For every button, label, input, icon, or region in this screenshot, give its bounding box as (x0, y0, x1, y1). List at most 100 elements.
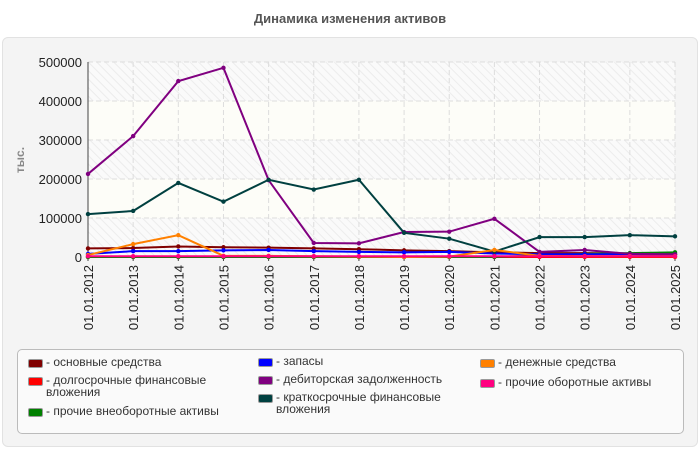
x-tick-label: 01.01.2016 (262, 265, 277, 330)
data-point (447, 254, 452, 259)
y-tick-label: 0 (75, 250, 82, 265)
data-point (85, 211, 91, 217)
legend-item: - краткосрочные финансовые вложения (258, 391, 471, 415)
data-point (221, 248, 226, 253)
data-point (447, 229, 452, 234)
x-tick-label: 01.01.2024 (623, 265, 638, 330)
data-point (176, 244, 181, 249)
legend-item: - основные средства (28, 356, 161, 368)
legend-swatch (480, 359, 495, 368)
legend-label: - долгосрочные финансовые вложения (46, 373, 207, 399)
series-line (87, 66, 676, 256)
data-point (221, 245, 226, 250)
data-point (85, 254, 91, 259)
legend-swatch (258, 394, 273, 403)
x-tick-label: 01.01.2014 (171, 265, 186, 330)
x-tick-label: 01.01.2025 (668, 265, 683, 330)
plot-band (88, 101, 675, 140)
data-point (356, 241, 362, 246)
data-point (672, 254, 678, 259)
data-point (266, 177, 271, 182)
data-point (627, 232, 633, 238)
data-point (176, 254, 181, 259)
data-point (356, 249, 362, 255)
x-tick-label: 01.01.2022 (533, 265, 548, 330)
data-point (492, 247, 497, 253)
data-point (176, 78, 181, 84)
legend-item: - прочие внеоборотные активы (28, 405, 219, 417)
plot-band (88, 62, 675, 101)
data-point (221, 65, 226, 71)
data-point (130, 133, 136, 139)
legend-item: - прочие оборотные активы (480, 376, 651, 388)
data-point (447, 249, 452, 255)
data-point (492, 254, 497, 259)
legend-swatch (480, 379, 495, 388)
data-point (401, 230, 407, 236)
data-point (311, 187, 316, 192)
plot-band (88, 140, 675, 179)
legend-swatch (258, 376, 273, 385)
y-axis-label: тыс. (13, 147, 27, 173)
data-point (537, 234, 542, 240)
data-point (627, 254, 633, 259)
legend-item: - денежные средства (480, 356, 616, 368)
data-point (130, 248, 136, 254)
legend-swatch (28, 359, 43, 368)
data-point (582, 234, 587, 240)
data-point (311, 254, 316, 259)
data-point (447, 236, 452, 241)
series-line (87, 178, 676, 253)
x-tick-label: 01.01.2023 (578, 265, 593, 330)
legend-label: - основные средства (46, 355, 162, 369)
series-line (87, 248, 676, 256)
chart-title: Динамика изменения активов (253, 11, 447, 26)
data-point (176, 248, 181, 254)
x-tick-label: 01.01.2020 (442, 265, 457, 330)
x-tick-label: 01.01.2015 (216, 265, 231, 330)
data-point (401, 250, 407, 255)
data-point (266, 247, 271, 253)
data-point (537, 254, 542, 259)
legend-label: - дебиторская задолженность (276, 372, 443, 386)
data-point (85, 171, 91, 177)
legend-swatch (28, 408, 43, 417)
data-point (221, 254, 226, 259)
data-point (582, 254, 587, 259)
data-point (176, 180, 181, 186)
legend-label: - краткосрочные финансовые вложения (276, 390, 441, 416)
legend-swatch (28, 377, 43, 386)
data-point (356, 254, 362, 259)
legend-item: - долгосрочные финансовые вложения (28, 374, 241, 398)
legend-label: - денежные средства (498, 355, 616, 369)
data-point (85, 246, 91, 251)
data-point (356, 177, 362, 182)
y-tick-label: 400000 (39, 94, 82, 109)
x-tick-label: 01.01.2019 (397, 265, 412, 330)
data-point (582, 247, 587, 253)
series-line (87, 245, 676, 255)
x-tick-label: 01.01.2012 (81, 265, 96, 330)
data-point (130, 241, 136, 247)
data-point (492, 216, 497, 221)
data-point (537, 249, 542, 255)
legend-swatch (258, 358, 273, 367)
legend-label: - прочие оборотные активы (498, 375, 652, 389)
y-tick-label: 300000 (39, 133, 82, 148)
data-point (221, 199, 226, 204)
legend-item: - запасы (258, 355, 323, 367)
y-tick-label: 500000 (39, 55, 82, 70)
data-point (311, 240, 316, 246)
x-tick-label: 01.01.2021 (487, 265, 502, 330)
data-point (311, 248, 316, 254)
x-tick-label: 01.01.2018 (352, 265, 367, 330)
data-point (401, 254, 407, 259)
data-point (130, 245, 136, 251)
legend-label: - прочие внеоборотные активы (46, 404, 219, 418)
y-tick-label: 200000 (39, 172, 82, 187)
data-point (130, 208, 136, 214)
x-tick-label: 01.01.2017 (307, 265, 322, 330)
legend-label: - запасы (276, 354, 324, 368)
x-tick-label: 01.01.2013 (126, 265, 141, 330)
